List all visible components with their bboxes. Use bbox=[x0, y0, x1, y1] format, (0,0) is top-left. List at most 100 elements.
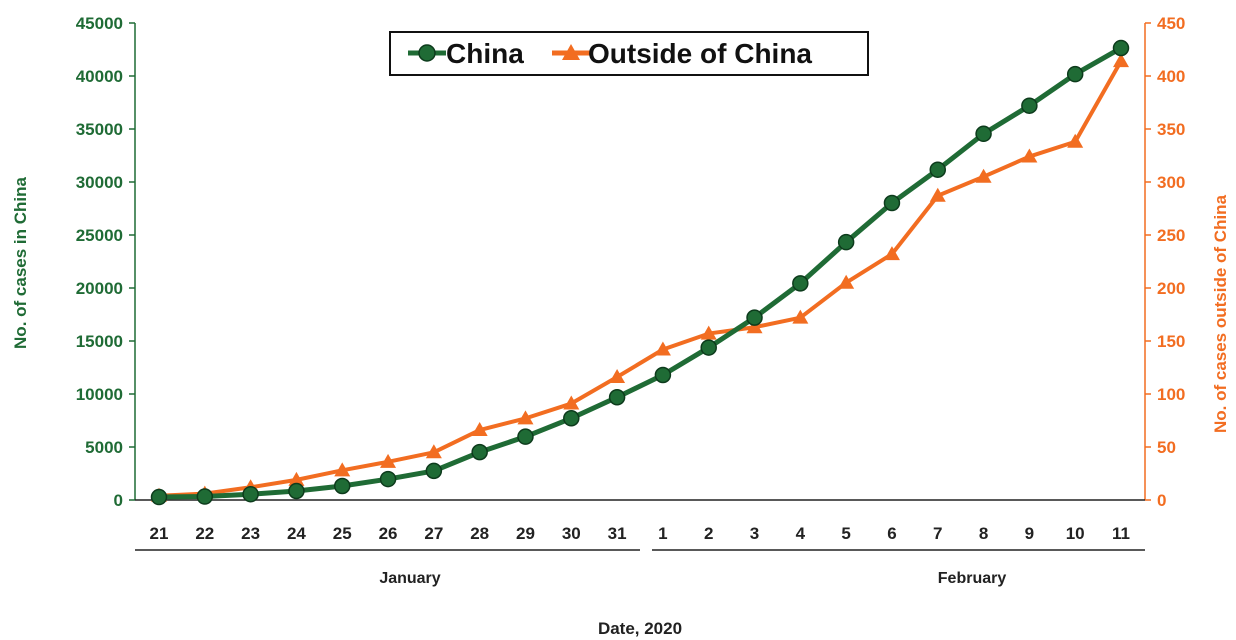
data-point-china bbox=[1021, 97, 1038, 114]
x-tick-label: 11 bbox=[1112, 524, 1130, 543]
y-left-tick-label: 35000 bbox=[76, 120, 123, 139]
data-point-china bbox=[700, 339, 717, 356]
y-left-tick-label: 20000 bbox=[76, 279, 123, 298]
data-point-outside-of-china bbox=[700, 325, 717, 340]
series-lines bbox=[158, 45, 1123, 500]
y-right-tick-label: 50 bbox=[1157, 438, 1176, 457]
data-point-china bbox=[333, 477, 351, 495]
legend-item-outside: Outside of China bbox=[552, 38, 812, 69]
data-point-china bbox=[1112, 39, 1130, 57]
x-tick-label: 21 bbox=[150, 524, 169, 543]
x-tick-label: 5 bbox=[841, 524, 850, 543]
data-point-outside-of-china bbox=[838, 274, 855, 289]
series-line-outside-of-china bbox=[158, 60, 1123, 498]
data-point-outside-of-china bbox=[517, 410, 534, 425]
data-point-china bbox=[975, 125, 992, 143]
y-right-tick-label: 100 bbox=[1157, 385, 1185, 404]
x-tick-label: 4 bbox=[796, 524, 806, 543]
x-tick-label: 26 bbox=[379, 524, 398, 543]
y-left-tick-label: 40000 bbox=[76, 67, 123, 86]
legend-marker-outside bbox=[562, 44, 580, 60]
y-right-tick-label: 150 bbox=[1157, 332, 1185, 351]
data-point-china bbox=[196, 488, 214, 505]
data-point-outside-of-china bbox=[563, 395, 580, 410]
data-point-china bbox=[150, 488, 168, 506]
data-point-china bbox=[608, 389, 626, 406]
y-axis-left-title: No. of cases in China bbox=[11, 176, 30, 348]
tick-labels: 0 5000 10000 15000 20000 25000 30000 35000 40000… bbox=[76, 14, 1186, 543]
data-point-china bbox=[746, 309, 763, 326]
y-left-tick-label: 45000 bbox=[76, 14, 123, 33]
data-point-outside-of-china bbox=[975, 168, 992, 183]
legend: China Outside of China bbox=[389, 31, 869, 76]
y-right-tick-label: 400 bbox=[1157, 67, 1185, 86]
x-tick-label: 29 bbox=[516, 524, 535, 543]
data-point-china bbox=[379, 470, 397, 488]
data-point-china bbox=[288, 482, 305, 500]
x-tick-label: 31 bbox=[608, 524, 627, 543]
x-tick-label: 8 bbox=[979, 524, 988, 543]
y-left-tick-label: 5000 bbox=[85, 438, 123, 457]
legend-box bbox=[389, 31, 869, 76]
data-point-china bbox=[883, 194, 901, 212]
data-point-china bbox=[792, 275, 809, 292]
x-tick-label: 10 bbox=[1066, 524, 1085, 543]
legend-label-china: China bbox=[446, 38, 524, 69]
data-point-china bbox=[837, 233, 855, 251]
x-tick-label: 27 bbox=[424, 524, 443, 543]
x-tick-label: 24 bbox=[287, 524, 306, 543]
data-point-outside-of-china bbox=[746, 319, 763, 334]
data-point-china bbox=[563, 410, 580, 427]
y-axis-right-title: No. of cases outside of China bbox=[1211, 194, 1230, 433]
axes bbox=[129, 22, 1151, 501]
y-right-tick-label: 350 bbox=[1157, 120, 1185, 139]
data-point-outside-of-china bbox=[609, 369, 626, 384]
x-tick-label: 28 bbox=[470, 524, 489, 543]
legend-label-outside: Outside of China bbox=[588, 38, 812, 69]
y-left-tick-label: 15000 bbox=[76, 332, 123, 351]
x-tick-label: 9 bbox=[1025, 524, 1034, 543]
x-tick-label: 6 bbox=[887, 524, 896, 543]
data-point-china bbox=[242, 485, 259, 503]
data-point-outside-of-china bbox=[288, 471, 305, 486]
x-tick-label: 2 bbox=[704, 524, 713, 543]
data-point-outside-of-china bbox=[792, 309, 809, 324]
x-group-label-january: January bbox=[379, 570, 440, 587]
data-point-outside-of-china bbox=[1021, 148, 1038, 163]
x-tick-label: 25 bbox=[333, 524, 352, 543]
x-group-january: January bbox=[135, 549, 640, 587]
data-point-outside-of-china bbox=[654, 341, 671, 356]
data-point-outside-of-china bbox=[425, 444, 442, 459]
data-point-china bbox=[1066, 65, 1084, 83]
data-point-outside-of-china bbox=[380, 453, 397, 468]
y-right-tick-label: 300 bbox=[1157, 173, 1185, 192]
x-tick-label: 22 bbox=[195, 524, 214, 543]
data-point-china bbox=[654, 366, 672, 384]
x-tick-label: 3 bbox=[750, 524, 759, 543]
y-right-tick-label: 0 bbox=[1157, 491, 1166, 510]
data-point-china bbox=[929, 161, 947, 178]
y-right-tick-label: 200 bbox=[1157, 279, 1185, 298]
data-point-outside-of-china bbox=[334, 462, 351, 477]
series-markers bbox=[150, 39, 1130, 506]
data-point-outside-of-china bbox=[1067, 133, 1084, 148]
series-line-china bbox=[158, 45, 1123, 500]
x-group-label-february: February bbox=[938, 570, 1007, 587]
x-tick-label: 1 bbox=[658, 524, 667, 543]
x-axis-title: Date, 2020 bbox=[598, 619, 682, 638]
data-point-china bbox=[471, 443, 488, 461]
x-tick-label: 30 bbox=[562, 524, 581, 543]
y-left-tick-label: 30000 bbox=[76, 173, 123, 192]
y-right-tick-label: 450 bbox=[1157, 14, 1185, 33]
data-point-china bbox=[517, 428, 534, 445]
legend-marker-china bbox=[418, 44, 436, 62]
y-right-tick-label: 250 bbox=[1157, 226, 1185, 245]
y-left-tick-label: 10000 bbox=[76, 385, 123, 404]
y-left-tick-label: 25000 bbox=[76, 226, 123, 245]
data-point-outside-of-china bbox=[929, 187, 946, 202]
y-left-tick-label: 0 bbox=[114, 491, 123, 510]
x-group-february: February bbox=[652, 549, 1145, 587]
data-point-outside-of-china bbox=[883, 246, 900, 261]
legend-item-china: China bbox=[408, 38, 524, 69]
